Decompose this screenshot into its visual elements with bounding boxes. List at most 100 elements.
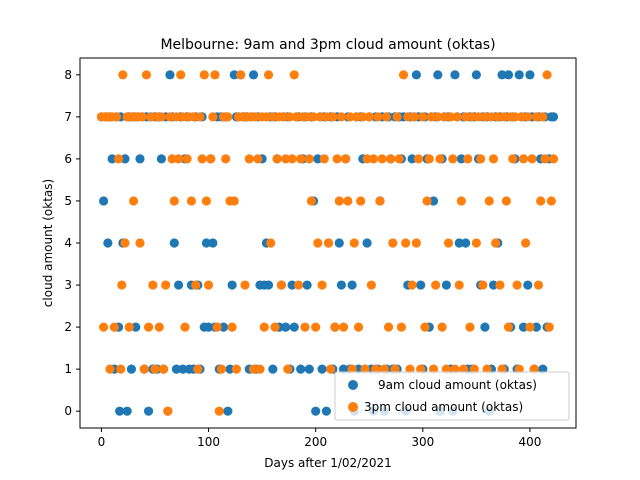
data-point — [379, 364, 389, 374]
y-tick-label: 3 — [64, 278, 72, 292]
data-point — [317, 364, 327, 374]
data-point — [287, 154, 297, 164]
data-point — [351, 112, 361, 122]
data-point — [458, 364, 469, 374]
data-point — [407, 280, 417, 290]
data-point — [433, 70, 443, 80]
data-point — [512, 280, 522, 290]
data-point — [311, 322, 321, 332]
data-point — [169, 238, 179, 248]
data-point — [268, 364, 278, 374]
data-point — [98, 322, 109, 332]
data-point — [508, 154, 518, 164]
data-point — [356, 196, 366, 206]
data-point — [441, 364, 451, 374]
data-point — [156, 154, 167, 164]
data-point — [433, 112, 443, 122]
data-point — [396, 322, 406, 332]
data-point — [135, 238, 145, 248]
data-point — [287, 280, 297, 290]
data-point — [165, 112, 175, 122]
x-tick-label: 300 — [411, 435, 434, 449]
data-point — [186, 196, 197, 206]
data-point — [431, 280, 441, 290]
data-point — [514, 70, 524, 80]
data-point — [546, 196, 556, 206]
data-points — [96, 70, 559, 416]
data-point — [218, 322, 229, 332]
data-point — [521, 238, 531, 248]
y-tick-label: 5 — [64, 194, 72, 208]
data-point — [403, 112, 413, 122]
data-point — [514, 364, 524, 374]
y-tick-label: 2 — [64, 320, 72, 334]
y-tick-label: 7 — [64, 110, 72, 124]
data-point — [353, 364, 364, 374]
data-point — [315, 112, 325, 122]
data-point — [527, 154, 537, 164]
data-point — [109, 322, 119, 332]
x-axis-label: Days after 1/02/2021 — [264, 456, 392, 470]
data-point — [542, 70, 552, 80]
data-point — [488, 280, 499, 290]
data-point — [471, 238, 481, 248]
data-point — [206, 154, 216, 164]
data-point — [531, 322, 541, 332]
data-point — [221, 154, 231, 164]
x-axis: 0 100 200 300 400 — [98, 428, 541, 449]
data-point — [244, 154, 254, 164]
data-point — [480, 322, 490, 332]
data-point — [336, 280, 346, 290]
data-point — [240, 280, 250, 290]
data-point — [263, 280, 274, 290]
data-point — [150, 364, 160, 374]
data-point — [533, 280, 544, 290]
data-point — [199, 70, 209, 80]
data-point — [201, 238, 212, 248]
data-point — [456, 154, 466, 164]
data-point — [188, 112, 199, 122]
data-point — [263, 70, 274, 80]
data-point — [424, 154, 434, 164]
data-point — [124, 322, 134, 332]
data-point — [411, 70, 421, 80]
legend-marker-3pm — [348, 402, 358, 412]
data-point — [259, 322, 269, 332]
data-point — [441, 280, 451, 290]
data-point — [203, 280, 214, 290]
data-point — [529, 364, 539, 374]
data-point — [428, 196, 439, 206]
data-point — [261, 112, 271, 122]
data-point — [135, 154, 145, 164]
data-point — [488, 154, 499, 164]
data-point — [531, 112, 541, 122]
data-point — [476, 154, 486, 164]
y-axis: 0 1 2 3 4 5 6 7 8 — [64, 68, 80, 418]
data-point — [471, 70, 481, 80]
data-point — [518, 154, 529, 164]
data-point — [216, 364, 227, 374]
data-point — [467, 112, 477, 122]
data-point — [486, 112, 496, 122]
data-point — [388, 238, 398, 248]
data-point — [210, 70, 220, 80]
data-point — [407, 154, 417, 164]
data-point — [223, 112, 233, 122]
data-point — [197, 154, 207, 164]
data-point — [163, 406, 173, 416]
data-point — [321, 406, 331, 416]
data-point — [484, 196, 494, 206]
data-point — [343, 196, 353, 206]
data-point — [353, 322, 364, 332]
data-point — [278, 112, 289, 122]
data-point — [426, 112, 436, 122]
data-point — [167, 154, 177, 164]
data-point — [115, 406, 125, 416]
data-point — [364, 112, 374, 122]
data-point — [313, 238, 323, 248]
data-point — [435, 154, 445, 164]
data-point — [392, 112, 402, 122]
data-point — [413, 154, 424, 164]
data-point — [510, 112, 520, 122]
